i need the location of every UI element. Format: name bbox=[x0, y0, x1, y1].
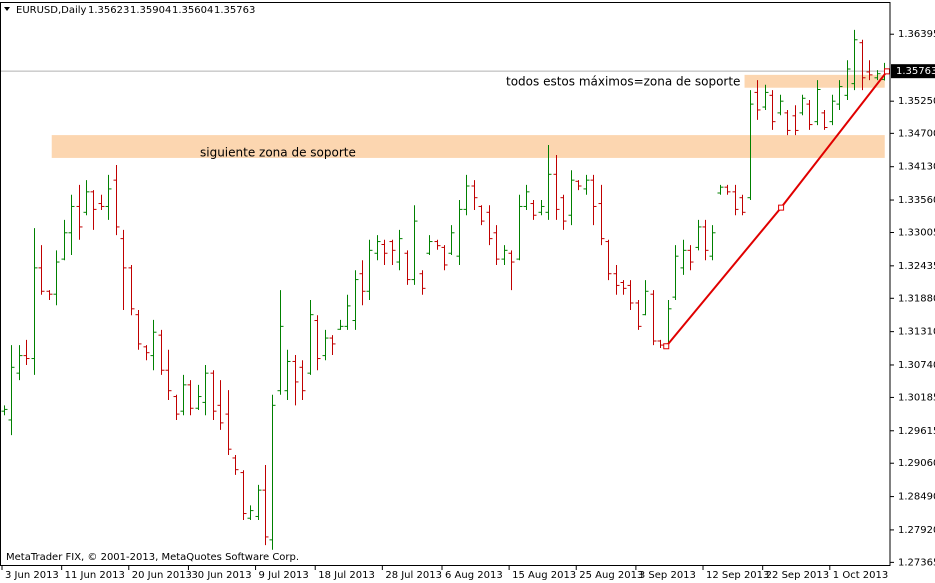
trendline-handle bbox=[663, 343, 670, 350]
x-tick-label: 20 Jun 2013 bbox=[132, 570, 192, 581]
trendline-handle bbox=[778, 204, 785, 211]
y-tick-label: 1.36395 bbox=[898, 29, 935, 40]
zone-label: todos estos máximos=zona de soporte bbox=[506, 75, 740, 89]
header-low: 1.35604 bbox=[172, 5, 213, 16]
x-tick-label: 3 Sep 2013 bbox=[639, 570, 696, 581]
y-tick-label: 1.35250 bbox=[898, 96, 935, 107]
menu-arrow bbox=[4, 7, 10, 11]
support-zone bbox=[744, 74, 885, 88]
x-tick-label: 11 Jun 2013 bbox=[65, 570, 125, 581]
x-tick-label: 15 Aug 2013 bbox=[512, 570, 576, 581]
y-tick-label: 1.30740 bbox=[898, 360, 935, 371]
y-tick-label: 1.30185 bbox=[898, 392, 935, 403]
x-tick-label: 6 Aug 2013 bbox=[445, 570, 503, 581]
overlay: siguiente zona de soporte todos estos máx… bbox=[200, 68, 890, 350]
y-tick-label: 1.31310 bbox=[898, 327, 935, 338]
bars bbox=[1, 29, 888, 550]
y-tick-label: 1.29615 bbox=[898, 426, 935, 437]
header-open: 1.35623 bbox=[88, 5, 129, 16]
symbol-title: EURUSD,Daily bbox=[16, 5, 87, 16]
x-tick-label: 25 Aug 2013 bbox=[579, 570, 643, 581]
y-tick-label: 1.33005 bbox=[898, 227, 935, 238]
y-tick-label: 1.33560 bbox=[898, 195, 935, 206]
y-tick-label: 1.32435 bbox=[898, 261, 935, 272]
x-tick-label: 30 Jun 2013 bbox=[191, 570, 251, 581]
x-tick-label: 18 Jul 2013 bbox=[318, 570, 375, 581]
y-tick-label: 1.29060 bbox=[898, 458, 935, 469]
x-tick-label: 28 Jul 2013 bbox=[385, 570, 442, 581]
header-high: 1.35904 bbox=[130, 5, 171, 16]
zones bbox=[0, 70, 890, 158]
y-tick-label: 1.34700 bbox=[898, 128, 935, 139]
y-tick-label: 1.27365 bbox=[898, 557, 935, 568]
x-tick-label: 1 Oct 2013 bbox=[833, 570, 888, 581]
y-tick-label: 1.31880 bbox=[898, 293, 935, 304]
x-tick-label: 12 Sep 2013 bbox=[706, 570, 769, 581]
support-zone bbox=[51, 135, 885, 158]
trendline-handle bbox=[883, 68, 890, 75]
current-price-label: 1.35763 bbox=[896, 66, 935, 77]
x-tick-label: 3 Jun 2013 bbox=[5, 570, 59, 581]
y-tick-label: 1.27920 bbox=[898, 525, 935, 536]
x-tick-label: 22 Sep 2013 bbox=[766, 570, 829, 581]
y-tick-label: 1.34130 bbox=[898, 162, 935, 173]
y-tick-label: 1.28490 bbox=[898, 492, 935, 503]
current-price-box bbox=[891, 64, 935, 79]
copyright: MetaTrader FIX, © 2001-2013, MetaQuotes … bbox=[6, 552, 299, 563]
zone-label: siguiente zona de soporte bbox=[200, 146, 356, 160]
plot-frame bbox=[0, 2, 891, 566]
x-tick-label: 9 Jul 2013 bbox=[259, 570, 309, 581]
header-close: 1.35763 bbox=[214, 5, 255, 16]
